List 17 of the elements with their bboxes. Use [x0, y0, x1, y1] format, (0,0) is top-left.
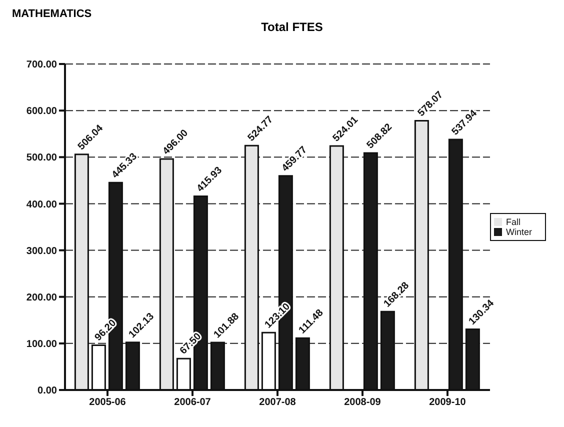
y-tick-label: 0.00 — [38, 386, 58, 397]
x-tick-label: 2008-09 — [344, 397, 382, 408]
y-tick-label: 100.00 — [26, 338, 58, 350]
chart-title: Total FTES — [260, 20, 324, 34]
x-tick-label: 2006-07 — [174, 397, 212, 408]
y-tick-label: 700.00 — [26, 60, 58, 71]
legend-label: Fall — [506, 216, 520, 226]
x-tick-label: 2005-06 — [89, 397, 126, 408]
y-tick-label: 200.00 — [26, 292, 58, 304]
legend-label: Winter — [506, 226, 532, 236]
x-tick-label: 2009-10 — [429, 397, 466, 408]
y-tick-label: 500.00 — [26, 152, 58, 164]
y-tick-label: 400.00 — [26, 199, 58, 210]
chart-subtitle: MATHEMATICS — [12, 8, 93, 20]
y-tick-label: 300.00 — [26, 246, 58, 257]
y-tick-label: 600.00 — [26, 106, 58, 118]
x-tick-label: 2007-08 — [259, 397, 296, 408]
